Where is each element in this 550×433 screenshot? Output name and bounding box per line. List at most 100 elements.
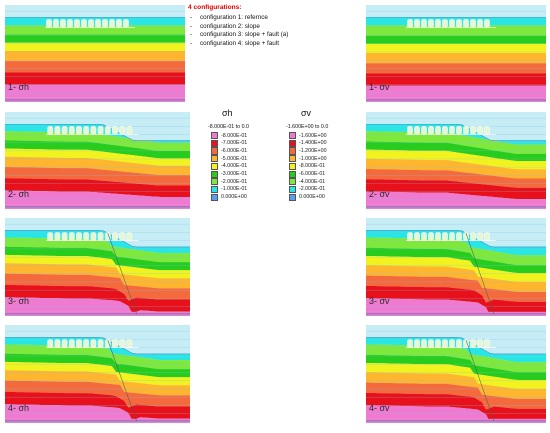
legend-row: -4.000E-01	[289, 178, 379, 186]
legend-value: -8.000E-01	[221, 132, 248, 139]
legend-value: 0.000E+00	[299, 194, 325, 201]
contour-band	[366, 362, 546, 389]
tunnel-row	[46, 126, 139, 135]
legend-row: -8.000E-01	[289, 162, 379, 171]
fault-line	[107, 233, 137, 315]
panel-label: 3- σh	[8, 296, 30, 306]
contour-band	[5, 190, 190, 205]
contour-plot	[5, 325, 190, 423]
legend-sigma-v: σv -1.600E+00 to 0.0 -1.600E+00 -1.400E+0…	[283, 108, 373, 201]
contour-band	[5, 25, 185, 35]
contour-band	[5, 148, 190, 166]
panel-label: 2- σv	[369, 189, 390, 199]
contour-band	[5, 237, 190, 263]
contour-band	[5, 380, 190, 408]
legend-swatch	[211, 185, 218, 194]
tunnel-row	[406, 232, 496, 242]
contour-band	[366, 255, 546, 282]
tunnel-row	[406, 126, 496, 135]
legend-value: -3.000E-01	[221, 171, 248, 177]
legend-row: -6.000E-01	[289, 170, 379, 179]
contour-band	[366, 73, 546, 86]
legend-swatch	[211, 132, 218, 140]
stress-panel-2-v: 2- σv	[366, 112, 546, 209]
legend-swatch	[211, 193, 218, 201]
legend-value: -1.000E+00	[299, 155, 327, 162]
tunnel-row	[46, 232, 139, 242]
contour-band	[366, 168, 546, 188]
contour-band	[366, 275, 546, 303]
legend-row: -1.000E-01	[211, 185, 301, 194]
configurations-box: 4 configurations: configuration 1: refer…	[188, 4, 358, 48]
legend-swatch	[289, 185, 296, 194]
contour-band	[5, 84, 185, 98]
contour-band	[366, 158, 546, 179]
panel-label: 3- σv	[369, 296, 390, 306]
configuration-item-3: configuration 3: slope + fault (a)	[188, 31, 358, 40]
contour-band	[5, 273, 190, 301]
contour-band	[5, 361, 190, 386]
contour-band	[366, 372, 546, 399]
contour-plot	[366, 112, 546, 209]
contour-band	[5, 61, 185, 73]
legend-value: -4.000E-01	[299, 178, 326, 185]
contour-band	[5, 42, 185, 51]
configurations-title: 4 configurations:	[188, 4, 242, 11]
legend-sigma-v-title: σv	[301, 108, 312, 118]
contour-band	[5, 140, 190, 159]
contour-band	[366, 25, 546, 36]
contour-band	[366, 344, 546, 373]
contour-band	[5, 34, 185, 43]
legend-value: -1.000E-01	[221, 186, 248, 193]
legend-value: -2.000E-01	[299, 186, 326, 193]
stress-panel-4-v: 4- σv	[366, 325, 546, 423]
legend-row: -2.000E-01	[289, 185, 379, 194]
legend-row: 0.000E+00	[289, 193, 379, 202]
contour-band	[366, 149, 546, 170]
contour-band	[5, 404, 190, 421]
legend-value: -1.200E+00	[299, 147, 327, 154]
legend-swatch	[289, 170, 296, 178]
panel-label: 1- σv	[369, 82, 390, 92]
legend-swatch	[289, 162, 296, 170]
legend-swatch	[289, 178, 296, 186]
contour-band	[366, 392, 546, 423]
contour-band	[366, 52, 546, 64]
legend-row: -2.000E-01	[211, 178, 301, 186]
contour-band	[5, 391, 190, 421]
legend-swatch	[289, 155, 296, 163]
panel-label: 2- σh	[8, 189, 30, 199]
contour-plot	[366, 325, 546, 423]
legend-swatch	[211, 170, 218, 178]
contour-plot	[366, 5, 546, 102]
legend-swatch	[289, 132, 296, 140]
stress-panel-2-h: 2- σh	[5, 112, 190, 209]
contour-band	[5, 284, 190, 314]
legend-value: -6.000E-01	[221, 147, 248, 154]
contour-band	[5, 17, 185, 26]
legend-row: -1.000E+00	[289, 155, 379, 163]
legend-swatch	[211, 139, 218, 147]
contour-band	[5, 72, 185, 85]
contour-band	[5, 246, 190, 271]
panel-label: 4- σv	[369, 403, 390, 413]
stress-panel-3-v: 3- σv	[366, 218, 546, 316]
legend-row: -1.400E+00	[289, 139, 379, 148]
legend-row: -1.200E+00	[289, 147, 379, 155]
contour-plot	[5, 218, 190, 316]
legend-swatch	[211, 147, 218, 155]
legend-value: 0.000E+00	[221, 194, 247, 201]
legend-row: -5.000E-01	[211, 155, 301, 163]
legend-row: -8.000E-01	[211, 132, 301, 140]
contour-band	[366, 179, 546, 200]
legend-swatch	[289, 147, 296, 155]
contour-band	[5, 297, 190, 314]
contour-band	[366, 265, 546, 292]
tunnel-row	[45, 19, 135, 28]
contour-band	[5, 344, 190, 370]
legend-swatch	[211, 155, 218, 163]
legend-sigma-h-range: -8.000E-01 to 0.0	[208, 124, 249, 130]
tunnel-row	[406, 339, 496, 349]
contour-band	[5, 254, 190, 279]
contour-band	[366, 354, 546, 380]
